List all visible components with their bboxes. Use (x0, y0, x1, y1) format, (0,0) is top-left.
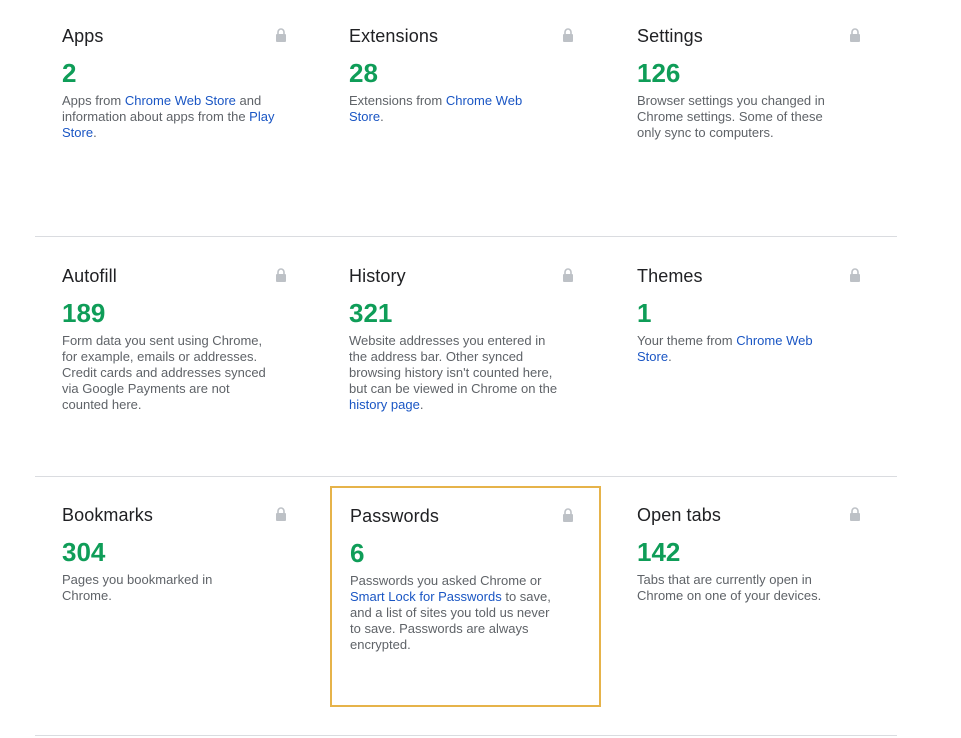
card-title: Bookmarks (62, 505, 153, 525)
card-description: Extensions from Chrome Web Store. (349, 93, 549, 125)
card-title: Passwords (350, 506, 439, 526)
description-text: Website addresses you entered in the add… (349, 333, 558, 396)
card-title: Apps (62, 26, 104, 46)
lock-icon (563, 268, 573, 282)
card-count: 304 (62, 537, 106, 567)
card-history: History 321 Website addresses you entere… (322, 240, 612, 476)
card-description: Your theme from Chrome Web Store. (637, 333, 832, 365)
lock-icon (276, 507, 286, 521)
description-text: Browser settings you changed in Chrome s… (637, 93, 825, 140)
card-title: History (349, 266, 406, 286)
lock-icon (276, 28, 286, 42)
row-divider (35, 735, 897, 736)
description-text: Your theme from (637, 333, 737, 348)
card-description: Tabs that are currently open in Chrome o… (637, 572, 837, 604)
description-text: . (419, 397, 424, 412)
card-title: Open tabs (637, 505, 721, 525)
description-text: Passwords you asked Chrome or (350, 573, 542, 588)
card-passwords[interactable]: Passwords 6 Passwords you asked Chrome o… (330, 486, 601, 707)
card-extensions: Extensions 28 Extensions from Chrome Web… (322, 0, 612, 236)
lock-icon (563, 28, 573, 42)
lock-icon (850, 28, 860, 42)
description-link[interactable]: Play Store (62, 109, 275, 140)
card-count: 6 (350, 538, 365, 568)
description-text: Tabs that are currently open in Chrome o… (637, 572, 822, 603)
description-link[interactable]: Chrome Web Store (124, 93, 236, 108)
card-bookmarks: Bookmarks 304 Pages you bookmarked in Ch… (35, 480, 325, 710)
description-text: to save, and a list of sites you told us… (350, 589, 551, 652)
card-settings: Settings 126 Browser settings you change… (609, 0, 899, 236)
description-text: . (668, 349, 672, 364)
lock-icon (850, 507, 860, 521)
lock-icon (276, 268, 286, 282)
card-count: 189 (62, 298, 106, 328)
card-description: Website addresses you entered in the add… (349, 333, 561, 413)
description-link[interactable]: Chrome Web Store (637, 333, 813, 364)
description-text: Pages you bookmarked in Chrome. (62, 572, 213, 603)
card-count: 1 (637, 298, 652, 328)
card-description: Pages you bookmarked in Chrome. (62, 572, 232, 604)
card-count: 28 (349, 58, 378, 88)
card-count: 142 (637, 537, 681, 567)
card-description: Passwords you asked Chrome or Smart Lock… (350, 573, 562, 653)
description-link[interactable]: history page (349, 397, 420, 412)
card-apps: Apps 2 Apps from Chrome Web Store and in… (35, 0, 325, 236)
card-title: Autofill (62, 266, 117, 286)
description-text: . (380, 109, 384, 124)
description-text: and information about apps from the (62, 93, 262, 124)
card-description: Form data you sent using Chrome, for exa… (62, 333, 267, 413)
row-divider (35, 236, 897, 237)
card-title: Extensions (349, 26, 439, 46)
lock-icon (563, 508, 573, 522)
card-title: Themes (637, 266, 703, 286)
lock-icon (850, 268, 860, 282)
description-text: . (93, 125, 97, 140)
card-open-tabs: Open tabs 142 Tabs that are currently op… (609, 480, 899, 710)
card-description: Browser settings you changed in Chrome s… (637, 93, 847, 141)
description-text: Apps from (62, 93, 125, 108)
card-description: Apps from Chrome Web Store and informati… (62, 93, 277, 141)
card-count: 2 (62, 58, 77, 88)
description-text: Extensions from (349, 93, 446, 108)
card-autofill: Autofill 189 Form data you sent using Ch… (35, 240, 325, 476)
description-link[interactable]: Smart Lock for Passwords (350, 589, 502, 604)
description-link[interactable]: Chrome Web Store (349, 93, 523, 124)
description-text: Form data you sent using Chrome, for exa… (62, 333, 266, 412)
card-title: Settings (637, 26, 703, 46)
card-themes: Themes 1 Your theme from Chrome Web Stor… (609, 240, 899, 476)
card-count: 126 (637, 58, 681, 88)
card-count: 321 (349, 298, 393, 328)
row-divider (35, 476, 897, 477)
